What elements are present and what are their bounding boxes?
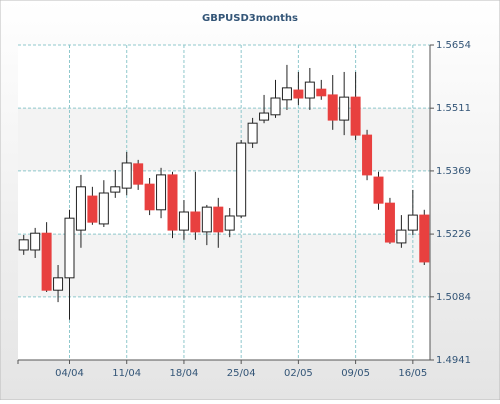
candle-body (247, 122, 258, 144)
candle-body (75, 186, 86, 231)
candle-body (213, 206, 224, 233)
candle-body (304, 81, 315, 99)
candle-body (190, 211, 201, 233)
candle-body (373, 176, 384, 204)
candle-body (41, 232, 52, 291)
plot-band (18, 234, 430, 297)
candle-body (121, 162, 132, 189)
y-tick-label: 1.5226 (436, 229, 471, 240)
x-tick-label: 04/04 (55, 368, 84, 379)
x-tick-label: 02/05 (284, 368, 313, 379)
candle-body (18, 239, 29, 251)
candle-body (144, 183, 155, 211)
chart-title: GBPUSD3months (202, 13, 298, 24)
candle-body (201, 206, 212, 233)
candle-body (316, 88, 327, 97)
candle-body (259, 112, 270, 121)
x-tick-label: 25/04 (227, 368, 256, 379)
y-tick-label: 1.5511 (436, 103, 471, 114)
x-tick-label: 09/05 (341, 368, 370, 379)
candle-body (384, 202, 395, 243)
candle-body (110, 186, 121, 193)
candle-body (224, 215, 235, 231)
y-tick-label: 1.5084 (436, 292, 471, 303)
candle-body (30, 232, 41, 251)
x-tick-label: 18/04 (170, 368, 199, 379)
candle-body (64, 217, 75, 279)
candle-body (350, 96, 361, 136)
y-tick-label: 1.4941 (436, 355, 471, 366)
candle-body (339, 96, 350, 121)
x-tick-label: 16/05 (398, 368, 427, 379)
y-tick-label: 1.5654 (436, 40, 471, 51)
plot-band (18, 108, 430, 171)
candle-body (236, 142, 247, 217)
candle-body (167, 174, 178, 231)
candle-body (178, 211, 189, 231)
x-tick-label: 11/04 (112, 368, 141, 379)
plot-area (18, 45, 430, 360)
candle-body (53, 277, 64, 291)
candle-body (133, 163, 144, 185)
candle-body (362, 134, 373, 176)
candle-body (419, 214, 430, 263)
candle-body (270, 97, 281, 116)
candle-body (98, 192, 109, 225)
candle-body (156, 174, 167, 211)
candle-body (327, 94, 338, 121)
candle-body (87, 195, 98, 223)
candle-body (396, 229, 407, 244)
candle-body (407, 214, 418, 231)
candle-body (281, 87, 292, 101)
candle-body (293, 89, 304, 99)
y-tick-label: 1.5369 (436, 166, 471, 177)
